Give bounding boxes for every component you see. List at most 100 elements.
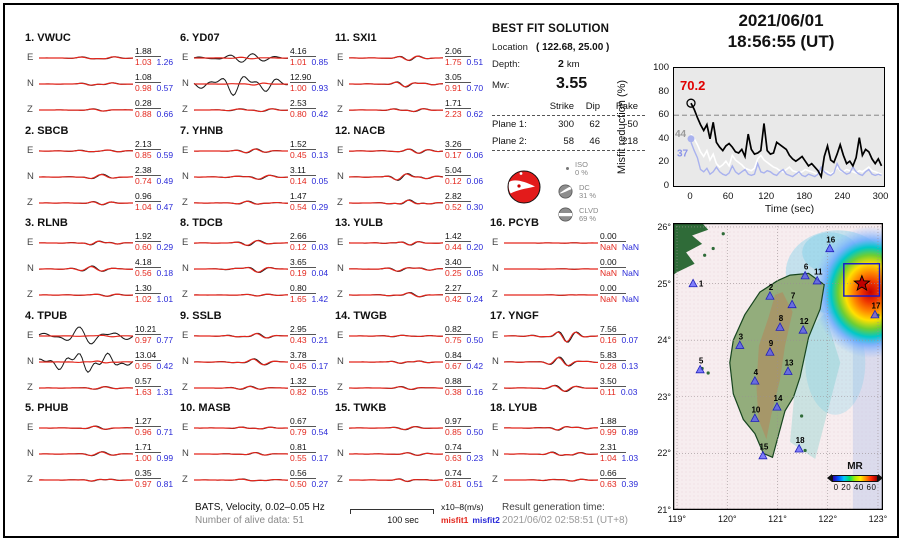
waveform-trace [194, 478, 288, 482]
waveform-row: N 1.08 0.98 0.57 [25, 71, 178, 96]
amplitude-value: 0.00 [600, 231, 626, 243]
misfit1-legend: misfit1 [441, 515, 469, 525]
waveform-row: Z 1.71 2.23 0.62 [335, 97, 488, 122]
event-date: 2021/06/01 [738, 11, 824, 30]
waveform-trace [38, 352, 134, 373]
waveform-trace [38, 385, 134, 390]
colorbar-right-arrow-icon [878, 474, 883, 482]
misfit1-value: 0.14 [290, 175, 307, 186]
amplitude-value: 2.31 [600, 442, 626, 454]
misfit1-value: 0.17 [445, 149, 462, 160]
misfit2-value: 0.59 [156, 149, 174, 160]
map-station-marker [750, 375, 760, 385]
misfit-chart-xtick: 0 [687, 191, 693, 202]
waveform-trace [38, 479, 133, 483]
waveform-row: E 1.27 0.96 0.71 [25, 415, 178, 440]
clvd-pct: 69 % [579, 213, 597, 223]
misfit2-value: 0.05 [311, 175, 329, 186]
waveform-row: E 2.66 0.12 0.03 [180, 230, 333, 255]
component-label: Z [337, 474, 343, 486]
station-code: NACB [353, 124, 386, 137]
station-code: YD07 [192, 32, 220, 44]
misfit1-value: 1.00 [290, 83, 307, 93]
amplitude-value: 3.11 [290, 165, 316, 176]
amplitude-value: 2.13 [135, 139, 161, 150]
station-number: 16. [490, 217, 506, 230]
misfit1-value: 0.63 [600, 479, 617, 490]
misfit1-value: 1.63 [135, 386, 152, 397]
amplitude-value: 0.82 [445, 324, 471, 335]
amplitude-value: 10.21 [135, 324, 161, 335]
misfit-chart-ytick: 60 [658, 109, 669, 121]
waveform-row: N 0.84 0.67 0.42 [335, 349, 488, 374]
misfit2-value: 0.54 [311, 427, 329, 438]
map-lon-tick: 122° [818, 514, 838, 524]
misfit1-value: 0.96 [135, 427, 152, 438]
map-station-number: 9 [769, 339, 774, 348]
station-code: RLNB [37, 217, 68, 230]
waveform-row: Z 2.53 0.80 0.42 [180, 97, 333, 122]
misfit2-value: 0.29 [311, 201, 329, 212]
waveform-trace [193, 293, 288, 297]
iso-icon [566, 167, 569, 170]
map-station-marker [775, 322, 785, 331]
station-code: MASB [198, 402, 231, 415]
misfit2-value: 0.57 [156, 83, 174, 93]
svg-text:37: 37 [677, 148, 689, 159]
misfit2-value: 0.70 [466, 83, 484, 93]
amplitude-value: 3.50 [600, 376, 626, 387]
misfit1-value: 0.79 [290, 427, 307, 438]
misfit1-value: 1.02 [135, 294, 152, 305]
misfit2-value: 0.03 [311, 242, 329, 253]
waveform-trace [39, 451, 134, 457]
amplitude-value: 1.08 [135, 72, 161, 83]
amplitude-units-label: x10–8(m/s) [441, 502, 484, 512]
component-label: Z [492, 289, 498, 301]
misfit2-legend: misfit2 [472, 515, 500, 525]
waveform-row: E 1.42 0.44 0.20 [335, 230, 488, 255]
misfit1-value: 1.65 [290, 294, 307, 305]
component-label: Z [182, 104, 188, 115]
map-station-number: 10 [751, 405, 760, 414]
misfit-chart-ytick: 80 [658, 85, 669, 97]
mr-legend-title: MR [847, 461, 863, 472]
component-label: N [337, 448, 344, 460]
waveform-trace [39, 82, 133, 86]
waveform-row: N 3.40 0.25 0.05 [335, 256, 488, 281]
waveform-trace [348, 426, 443, 431]
station-number: 11. [335, 32, 350, 44]
waveform-row: N 2.31 1.04 1.03 [490, 441, 643, 466]
component-label: Z [492, 381, 498, 393]
misfit2-value: 0.81 [156, 479, 174, 490]
time-scalebar-label: 100 sec [387, 515, 419, 525]
misfit2-value: 0.17 [311, 453, 329, 464]
waveform-trace [39, 293, 134, 298]
amplitude-value: 0.84 [445, 350, 471, 361]
station-code: TPUB [37, 309, 68, 322]
waveform-row: Z 0.74 0.81 0.51 [335, 467, 488, 492]
misfit1-value: 0.43 [290, 334, 307, 345]
misfit2-value: 0.51 [466, 57, 484, 67]
misfit2-value: 0.03 [620, 386, 638, 397]
misfit2-value: 1.42 [311, 294, 329, 305]
amplitude-value: 4.16 [290, 46, 316, 57]
misfit2-value: 0.93 [311, 83, 329, 93]
mr-legend-ticks: 0 20 40 60 [833, 483, 877, 492]
component-label: N [182, 448, 189, 460]
misfit2-value: 0.55 [311, 386, 329, 397]
component-label: E [182, 237, 189, 249]
misfit1-value: 0.82 [290, 386, 307, 397]
amplitude-value: 0.96 [135, 191, 161, 202]
misfit1-value: 0.25 [445, 268, 462, 279]
station-block: 9. SSLB E 2.95 0.43 0.21 N 3.78 0.45 0.17 Z … [180, 310, 333, 402]
waveform-trace [194, 200, 288, 205]
waveform-row: N 2.38 0.74 0.49 [25, 164, 178, 189]
misfit1-value: 0.60 [135, 242, 152, 253]
misfit1-value: 0.97 [135, 479, 152, 490]
station-code: VWUC [37, 32, 71, 44]
misfit1-value: 0.12 [290, 242, 307, 253]
component-label: Z [182, 196, 188, 208]
misfit1-value: 0.28 [600, 360, 617, 371]
amplitude-value: 2.66 [290, 231, 316, 243]
amplitude-value: 0.97 [445, 416, 471, 428]
